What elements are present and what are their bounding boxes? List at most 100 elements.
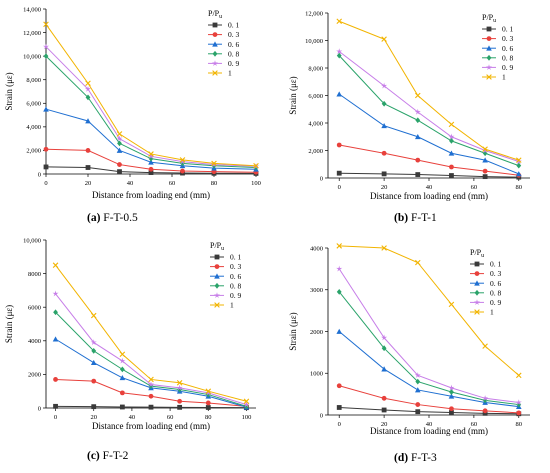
legend-label: 0. 6: [490, 279, 502, 288]
data-point: [52, 336, 59, 342]
data-point: [482, 168, 488, 174]
data-point: [90, 312, 97, 319]
series-line: [339, 144, 519, 176]
data-point: [243, 401, 250, 408]
series-line: [339, 385, 519, 414]
legend-item: 1: [208, 69, 232, 78]
x-tick-label: 0: [44, 180, 47, 187]
x-tick-label: 20: [381, 184, 388, 191]
x-tick-label: 60: [471, 184, 478, 191]
y-tick-label: 2,000: [308, 148, 323, 155]
legend-title-subscript: u: [481, 253, 484, 259]
legend-label: 0. 6: [230, 272, 242, 281]
legend-item: 0. 9: [482, 63, 514, 72]
data-point: [90, 339, 97, 346]
chart-panel-3: 0 2000 4000 6000 8000 10,000 0 20 40 60 80 100 Dista…: [4, 237, 256, 462]
series-5: [336, 48, 522, 165]
legend-item: 0. 3: [470, 269, 502, 278]
x-tick-label: 100: [251, 180, 261, 187]
legend-label: 1: [502, 73, 506, 82]
series-line: [339, 172, 519, 178]
data-point: [515, 399, 522, 406]
data-point: [85, 94, 91, 101]
series-line: [338, 331, 519, 408]
caption-text: F-T-1: [408, 212, 437, 224]
y-tick-label: 14,000: [23, 6, 41, 13]
legend-item: 0. 8: [470, 288, 502, 297]
y-tick-label: 6,000: [308, 93, 323, 100]
data-point: [205, 405, 211, 410]
data-point: [515, 171, 522, 177]
legend-marker: [486, 74, 492, 80]
data-point: [449, 173, 454, 178]
x-tick-label: 60: [167, 414, 174, 421]
caption-text: F-T-2: [100, 450, 129, 462]
series-5: [336, 265, 522, 406]
y-tick-label: 2,000: [26, 148, 41, 155]
data-point: [482, 408, 488, 414]
data-point: [148, 376, 154, 383]
data-point: [336, 52, 342, 59]
legend-marker: [474, 289, 480, 296]
data-point: [179, 157, 186, 163]
y-tick-label: 12,000: [305, 10, 323, 17]
legend-label: 0. 8: [228, 49, 240, 58]
data-point: [253, 162, 259, 169]
legend-label: 0. 1: [490, 260, 502, 269]
legend-label: 1: [230, 301, 234, 310]
legend-marker: [211, 60, 219, 66]
caption-letter: (a): [87, 212, 101, 224]
legend-item: 0. 6: [482, 44, 514, 53]
data-point: [119, 404, 125, 410]
legend-item: 1: [482, 73, 506, 82]
data-point: [85, 165, 91, 170]
legend-item: 0. 1: [208, 21, 240, 30]
data-point: [381, 245, 387, 251]
data-point: [177, 404, 183, 410]
data-point: [449, 137, 454, 144]
panel-caption: (b) F-T-1: [394, 212, 437, 224]
data-point: [482, 147, 489, 154]
legend: P/Pu 0. 10. 30. 60. 80. 91: [470, 248, 502, 317]
legend-marker: [214, 273, 220, 279]
data-point: [116, 147, 123, 153]
data-point: [210, 161, 218, 168]
data-point: [148, 151, 154, 157]
legend-label: 0. 8: [490, 288, 502, 297]
data-point: [91, 347, 97, 354]
data-point: [448, 393, 455, 399]
data-point: [448, 384, 455, 391]
series-4: [336, 288, 522, 408]
y-axis-label: Strain (με): [288, 312, 298, 350]
data-point: [43, 21, 49, 28]
y-tick-label: 3000: [310, 287, 323, 294]
series-6: [43, 21, 259, 169]
legend-item: 0. 1: [470, 260, 502, 269]
legend-marker: [474, 280, 480, 286]
legend-marker: [474, 261, 480, 267]
x-tick-label: 0: [338, 421, 341, 428]
data-point: [381, 334, 388, 341]
data-point: [116, 131, 123, 137]
series-1: [336, 405, 522, 417]
data-point: [516, 401, 522, 408]
data-point: [336, 243, 343, 249]
data-point: [381, 122, 387, 129]
data-point: [448, 301, 455, 308]
legend-marker: [214, 282, 220, 289]
legend-marker: [474, 271, 480, 276]
x-axis-label: Distance from loading end (mm): [370, 426, 488, 436]
data-point: [43, 164, 49, 170]
legend-label: 0. 3: [228, 30, 240, 39]
series-line: [45, 24, 257, 167]
legend-item: 1: [210, 301, 234, 310]
legend-marker: [486, 36, 492, 41]
y-tick-label: 8,000: [26, 77, 41, 84]
data-point: [336, 288, 342, 295]
x-tick-label: 20: [381, 421, 388, 428]
legend: P/Pu 0. 10. 30. 60. 80. 91: [482, 13, 514, 82]
legend-marker: [214, 264, 220, 269]
series-line: [339, 406, 519, 415]
legend-label: 0. 3: [490, 269, 502, 278]
